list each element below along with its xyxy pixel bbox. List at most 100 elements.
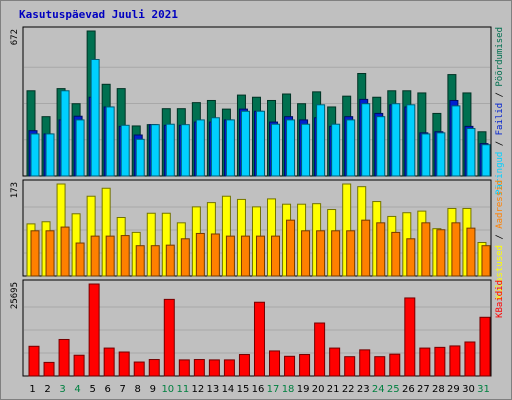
day-label-12: 12 <box>192 384 205 395</box>
day-label-19: 19 <box>297 384 310 395</box>
bar-KBaidid-day-25 <box>389 353 401 377</box>
bar-KBaidid-day-9 <box>148 359 160 377</box>
legend-item-Päringud: Päringud <box>495 152 505 195</box>
day-label-9: 9 <box>150 384 156 395</box>
legend-item-KBaidid: KBaidid <box>495 280 505 318</box>
bar-Päringud-day-28 <box>436 132 446 177</box>
bar-Aadressid-day-6 <box>105 235 115 277</box>
bar-Aadressid-day-5 <box>90 235 100 277</box>
day-label-15: 15 <box>237 384 250 395</box>
bar-KBaidid-day-1 <box>28 345 40 377</box>
bar-KBaidid-day-20 <box>314 322 326 377</box>
chart-title: Kasutuspäevad Juuli 2021 <box>19 8 178 21</box>
bar-Päringud-day-14 <box>225 119 235 177</box>
bar-KBaidid-day-27 <box>419 347 431 377</box>
bar-KBaidid-day-15 <box>238 354 250 377</box>
bar-KBaidid-day-5 <box>88 283 100 377</box>
day-label-17: 17 <box>267 384 280 395</box>
bar-KBaidid-day-26 <box>404 297 416 377</box>
bar-Päringud-day-4 <box>75 119 85 177</box>
bar-KBaidid-day-12 <box>193 359 205 377</box>
bar-Päringud-day-10 <box>165 123 175 177</box>
bar-Aadressid-day-22 <box>346 230 356 277</box>
bar-Päringud-day-3 <box>60 90 70 177</box>
legend-item-Pöördumised: Pöördumised <box>495 27 505 87</box>
bar-KBaidid-day-21 <box>329 347 341 377</box>
bar-KBaidid-day-3 <box>58 338 70 377</box>
day-label-2: 2 <box>44 384 50 395</box>
legend-item-Külastused: Külastused <box>495 245 505 299</box>
bar-KBaidid-day-16 <box>253 301 265 377</box>
bar-KBaidid-day-31 <box>479 316 491 377</box>
bar-Aadressid-day-8 <box>135 245 145 277</box>
day-label-4: 4 <box>74 384 80 395</box>
day-label-3: 3 <box>59 384 65 395</box>
bar-KBaidid-day-14 <box>223 359 235 377</box>
day-label-13: 13 <box>207 384 220 395</box>
bar-KBaidid-day-2 <box>43 361 55 377</box>
bar-KBaidid-day-4 <box>73 354 85 377</box>
day-label-22: 22 <box>342 384 355 395</box>
ymax-label-top: 672 <box>10 29 20 45</box>
bar-KBaidid-day-24 <box>374 356 386 377</box>
day-label-1: 1 <box>29 384 35 395</box>
bar-Päringud-day-31 <box>481 144 491 177</box>
bar-KBaidid-day-30 <box>464 341 476 377</box>
day-label-27: 27 <box>417 384 430 395</box>
bar-KBaidid-day-23 <box>359 349 371 377</box>
bar-Aadressid-day-20 <box>316 230 326 277</box>
legend-separator: / <box>495 135 505 151</box>
bar-Aadressid-day-29 <box>451 222 461 277</box>
bar-Aadressid-day-4 <box>75 242 85 277</box>
day-label-31: 31 <box>477 384 490 395</box>
legend-middle: Külastused / Aadressid <box>495 180 505 299</box>
bar-Päringud-day-16 <box>255 110 265 177</box>
day-label-18: 18 <box>282 384 295 395</box>
bar-Aadressid-day-7 <box>120 235 130 277</box>
day-label-30: 30 <box>462 384 475 395</box>
bar-KBaidid-day-29 <box>449 345 461 377</box>
bar-Aadressid-day-11 <box>180 238 190 277</box>
bar-Päringud-day-20 <box>316 104 326 177</box>
bar-Päringud-day-27 <box>421 133 431 177</box>
bar-Aadressid-day-25 <box>391 231 401 277</box>
bar-Päringud-day-26 <box>406 104 416 177</box>
bar-Päringud-day-12 <box>195 119 205 177</box>
bar-Päringud-day-15 <box>240 110 250 177</box>
bar-Päringud-day-22 <box>346 119 356 177</box>
legend-bottom: KBaidid <box>495 280 505 318</box>
bar-Aadressid-day-21 <box>331 230 341 277</box>
bar-KBaidid-day-19 <box>299 354 311 377</box>
day-label-26: 26 <box>402 384 415 395</box>
legend-separator: / <box>495 229 505 245</box>
day-label-29: 29 <box>447 384 460 395</box>
bar-Aadressid-day-28 <box>436 229 446 277</box>
bar-Päringud-day-9 <box>150 124 160 177</box>
bar-Aadressid-day-15 <box>240 235 250 277</box>
day-label-8: 8 <box>135 384 141 395</box>
bar-KBaidid-day-6 <box>103 347 115 377</box>
legend-item-Failid: Failid <box>495 103 505 136</box>
bar-KBaidid-day-22 <box>344 356 356 377</box>
bar-Aadressid-day-30 <box>466 227 476 277</box>
bar-Aadressid-day-24 <box>376 222 386 277</box>
bar-Aadressid-day-13 <box>210 233 220 277</box>
day-label-5: 5 <box>89 384 95 395</box>
bar-Päringud-day-8 <box>135 138 145 177</box>
bar-Päringud-day-29 <box>451 105 461 177</box>
bar-Päringud-day-18 <box>286 119 296 177</box>
bar-Aadressid-day-2 <box>45 230 55 277</box>
bar-KBaidid-day-11 <box>178 359 190 377</box>
day-label-24: 24 <box>372 384 385 395</box>
bar-Päringud-day-1 <box>30 133 40 177</box>
bar-Päringud-day-17 <box>271 123 281 177</box>
bar-Päringud-day-13 <box>210 117 220 177</box>
legend-item-Aadressid: Aadressid <box>495 180 505 229</box>
day-label-6: 6 <box>104 384 110 395</box>
bar-KBaidid-day-17 <box>269 350 281 377</box>
ymax-label-middle: 173 <box>10 182 20 198</box>
legend-top: Päringud / Failid / Pöördumised <box>495 27 505 195</box>
bar-Aadressid-day-14 <box>225 235 235 277</box>
bar-Aadressid-day-19 <box>301 230 311 277</box>
bar-Aadressid-day-16 <box>255 235 265 277</box>
